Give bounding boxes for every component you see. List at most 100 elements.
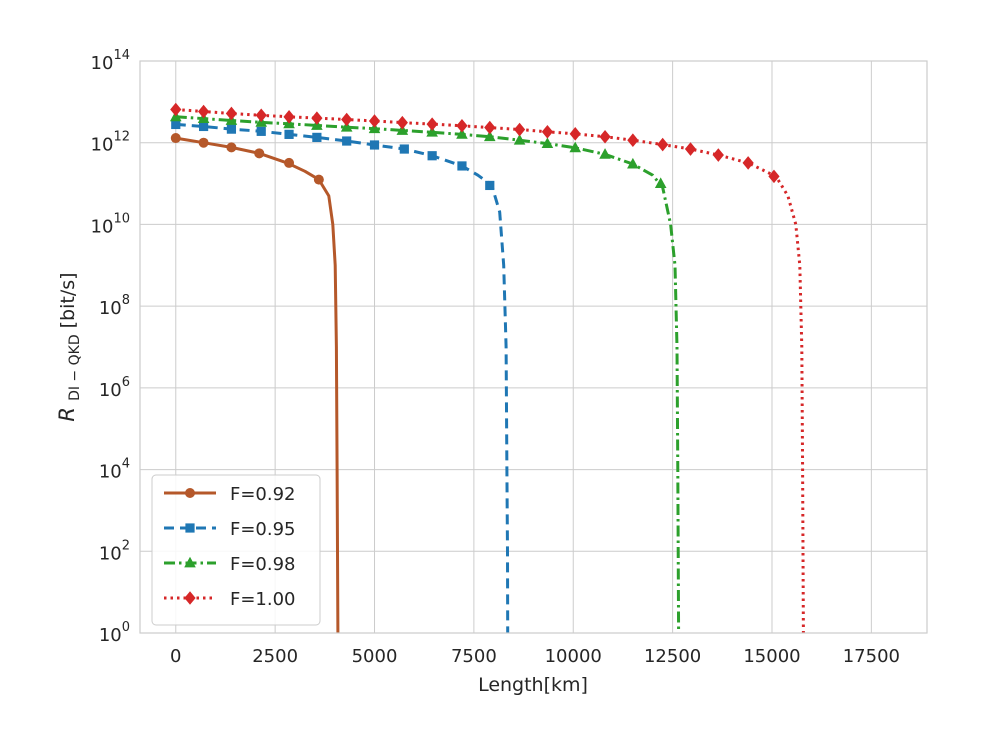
plot-frame bbox=[139, 60, 928, 634]
y-tick-label: 1010 bbox=[91, 211, 130, 237]
y-axis-symbol: R bbox=[55, 407, 79, 422]
data-point-square bbox=[256, 126, 266, 136]
data-point-square bbox=[226, 124, 237, 134]
legend-label: F=0.95 bbox=[230, 519, 296, 540]
data-point-diamond bbox=[426, 117, 438, 131]
x-tick-labels: 0 2500 5000 7500 10000 12500 15000 17500 bbox=[170, 646, 900, 667]
data-point-triangle bbox=[541, 137, 554, 149]
y-tick-base: 10 bbox=[99, 625, 122, 646]
y-tick-label: 102 bbox=[99, 538, 130, 564]
data-point-diamond bbox=[197, 104, 210, 119]
data-point-circle bbox=[226, 142, 237, 153]
data-point-circle bbox=[198, 137, 209, 148]
y-tick-exponent: 0 bbox=[122, 620, 130, 635]
data-point-triangle bbox=[569, 141, 582, 153]
legend-label: F=1.00 bbox=[230, 589, 296, 610]
data-point-diamond bbox=[513, 122, 526, 137]
y-tick-label: 104 bbox=[99, 457, 130, 483]
y-tick-exponent: 8 bbox=[122, 293, 130, 308]
y-tick-exponent: 12 bbox=[113, 130, 130, 145]
legend-label: F=0.98 bbox=[230, 554, 296, 575]
x-tick-label: 17500 bbox=[843, 646, 900, 667]
y-tick-base: 10 bbox=[91, 216, 114, 237]
y-axis-subscript: DI − QKD bbox=[67, 334, 83, 401]
data-point-diamond bbox=[225, 106, 238, 121]
y-tick-label: 106 bbox=[99, 375, 130, 401]
y-tick-label: 1012 bbox=[91, 130, 130, 156]
legend-label: F=0.92 bbox=[230, 484, 296, 505]
data-point-diamond bbox=[170, 102, 182, 117]
series-layer bbox=[169, 102, 805, 634]
data-point-circle bbox=[185, 488, 195, 498]
data-point-triangle bbox=[627, 157, 639, 169]
y-tick-label: 108 bbox=[99, 293, 130, 319]
data-point-triangle bbox=[599, 148, 611, 159]
legend-entry: F=0.98 bbox=[164, 554, 296, 575]
x-tick-label: 12500 bbox=[644, 646, 701, 667]
data-point-circle bbox=[254, 148, 265, 159]
x-tick-label: 5000 bbox=[352, 646, 398, 667]
data-point-triangle bbox=[654, 177, 667, 188]
x-tick-label: 0 bbox=[170, 646, 181, 667]
data-point-square bbox=[185, 523, 195, 533]
x-axis-title: Length[km] bbox=[478, 674, 588, 696]
x-tick-label: 10000 bbox=[545, 646, 602, 667]
data-point-square bbox=[485, 180, 495, 191]
x-tick-label: 15000 bbox=[743, 646, 800, 667]
data-point-diamond bbox=[484, 120, 496, 135]
data-point-triangle bbox=[456, 128, 468, 139]
series-4 bbox=[170, 102, 805, 634]
y-tick-exponent: 14 bbox=[113, 48, 130, 63]
y-tick-base: 10 bbox=[99, 462, 122, 483]
data-point-diamond bbox=[712, 148, 724, 162]
y-tick-base: 10 bbox=[99, 298, 122, 319]
y-tick-base: 10 bbox=[91, 53, 114, 74]
x-tick-label: 2500 bbox=[252, 646, 298, 667]
data-point-triangle bbox=[483, 130, 496, 142]
data-point-diamond bbox=[396, 115, 408, 130]
data-point-diamond bbox=[184, 591, 196, 605]
legend-entry: F=0.92 bbox=[164, 484, 296, 505]
y-tick-label: 100 bbox=[99, 620, 130, 646]
legend-entry: F=0.95 bbox=[164, 519, 296, 540]
data-point-square bbox=[342, 136, 352, 146]
data-point-diamond bbox=[569, 127, 581, 141]
y-tick-label: 1014 bbox=[91, 48, 130, 74]
data-point-circle bbox=[313, 174, 324, 185]
y-tick-exponent: 2 bbox=[122, 538, 130, 553]
legend-box bbox=[151, 474, 321, 626]
data-point-diamond bbox=[368, 114, 381, 128]
data-point-square bbox=[427, 151, 437, 161]
legend: F=0.92 F=0.95 F=0.98 F=1.00 bbox=[151, 474, 321, 626]
data-point-triangle bbox=[396, 124, 409, 135]
data-point-square bbox=[284, 129, 294, 139]
y-tick-exponent: 10 bbox=[113, 211, 130, 226]
data-point-diamond bbox=[684, 142, 697, 156]
data-point-square bbox=[312, 132, 322, 142]
data-point-diamond bbox=[768, 169, 780, 184]
data-point-diamond bbox=[341, 112, 353, 127]
data-point-square bbox=[171, 119, 181, 130]
data-point-diamond bbox=[627, 133, 639, 148]
data-point-diamond bbox=[456, 118, 468, 133]
data-point-diamond bbox=[283, 110, 295, 124]
data-point-diamond bbox=[255, 108, 267, 123]
y-tick-base: 10 bbox=[99, 380, 122, 401]
data-point-triangle bbox=[184, 556, 196, 568]
y-tick-base: 10 bbox=[99, 543, 122, 564]
series-line bbox=[175, 108, 805, 634]
data-point-diamond bbox=[311, 111, 323, 125]
y-tick-base: 10 bbox=[91, 135, 114, 156]
data-point-diamond bbox=[742, 156, 754, 170]
data-point-triangle bbox=[426, 126, 438, 137]
data-point-square bbox=[198, 121, 209, 132]
series-1 bbox=[170, 133, 340, 634]
data-point-triangle bbox=[368, 122, 381, 134]
series-2 bbox=[171, 119, 510, 634]
data-point-diamond bbox=[541, 124, 554, 139]
y-tick-exponent: 4 bbox=[122, 457, 130, 472]
y-axis-title: R DI − QKD [bit/s] bbox=[55, 272, 84, 421]
data-point-triangle bbox=[513, 134, 526, 145]
